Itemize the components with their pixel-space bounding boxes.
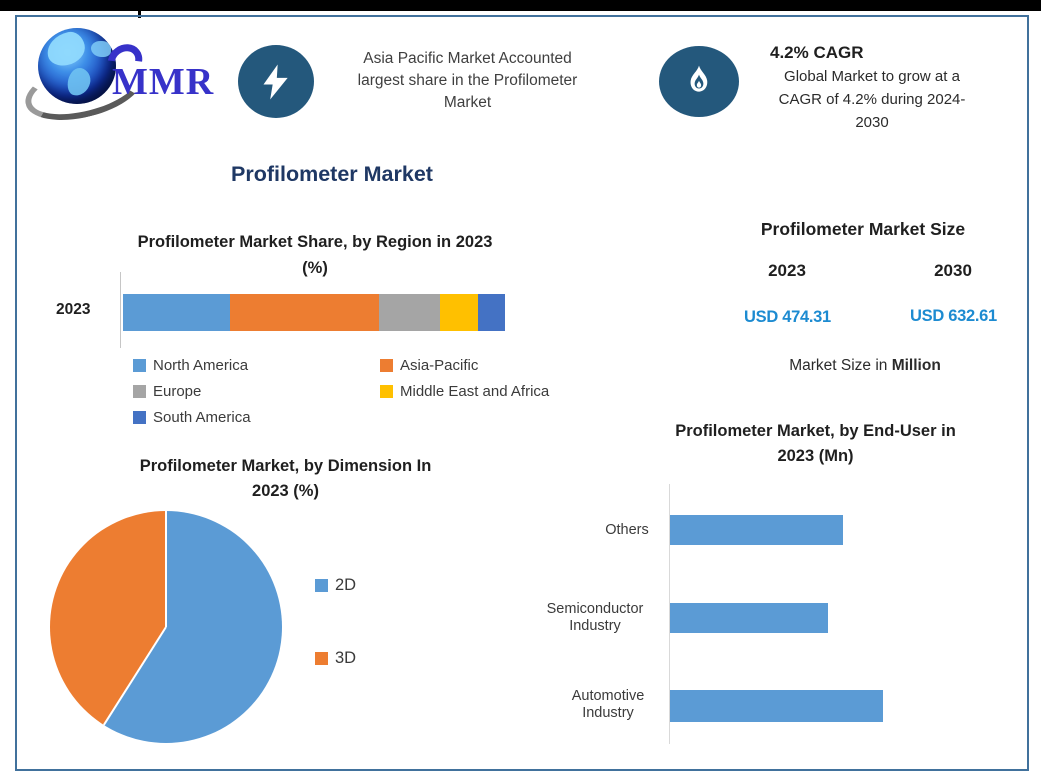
dimension-legend: 2D 3D (315, 576, 356, 668)
pie-divider (165, 511, 167, 627)
lightning-badge (238, 45, 314, 118)
legend-label: North America (153, 356, 249, 374)
enduser-chart-title-line2: 2023 (Mn) (777, 447, 854, 465)
legend-label: Middle East and Africa (400, 382, 550, 400)
market-size-year-2030: 2030 (934, 261, 972, 280)
market-size-note: Market Size in Million (730, 357, 1000, 375)
top-black-bar (0, 0, 1041, 11)
region-chart-category-label: 2023 (56, 301, 91, 318)
logo-text: MMR (112, 61, 215, 103)
legend-item: 2D (315, 576, 356, 595)
note-line: Global Market to grow at a (784, 68, 960, 85)
note-line: 2030 (855, 114, 889, 131)
asia-pacific-note: Asia Pacific Market Accounted largest sh… (320, 48, 615, 114)
legend-marker (133, 410, 146, 424)
enduser-bar (670, 603, 828, 633)
region-legend: North America Europe South America Asia-Pac… (133, 352, 549, 430)
enduser-chart-title-line1: Profilometer Market, by End-User in (675, 422, 956, 440)
globe-continent (64, 65, 94, 99)
legend-item: 3D (315, 649, 356, 668)
dimension-chart-title: Profilometer Market, by Dimension In 202… (88, 454, 483, 504)
enduser-bar (670, 515, 843, 545)
market-size-title: Profilometer Market Size (760, 219, 966, 239)
note-line: Market (443, 94, 492, 111)
cagr-note: Global Market to grow at a CAGR of 4.2% … (758, 65, 986, 134)
enduser-chart-title: Profilometer Market, by End-User in 2023… (628, 419, 1003, 469)
region-bar-segment (123, 294, 230, 331)
mmr-logo: MMR (19, 27, 225, 131)
note-line: CAGR of 4.2% during 2024- (778, 91, 966, 108)
region-bar-segment (378, 294, 441, 331)
dimension-pie (50, 511, 282, 743)
globe-icon (38, 28, 116, 104)
note-line: Asia Pacific Market Accounted (363, 50, 572, 67)
flame-badge (659, 46, 739, 117)
globe-continent (44, 29, 88, 69)
legend-marker (380, 384, 393, 398)
enduser-bar (670, 690, 883, 722)
region-chart-title-line2: (%) (302, 259, 328, 277)
content-frame-border (15, 15, 1029, 771)
region-chart-title: Profilometer Market Share, by Region in … (105, 229, 525, 281)
legend-label: Europe (153, 382, 202, 400)
market-size-note-unit: Million (891, 357, 941, 374)
enduser-category-label: Others (605, 522, 649, 538)
legend-label: Asia-Pacific (400, 356, 479, 374)
legend-marker (315, 652, 328, 665)
legend-item: South America (133, 404, 380, 430)
legend-item: Asia-Pacific (380, 352, 549, 378)
market-size-note-prefix: Market Size in (789, 357, 892, 374)
globe-continent (91, 41, 111, 57)
legend-label: 3D (335, 649, 357, 667)
pie-divider (102, 626, 167, 726)
page-title: Profilometer Market (231, 162, 433, 186)
region-chart-axis-line (120, 272, 121, 348)
legend-marker (133, 358, 146, 372)
legend-item: Europe (133, 378, 380, 404)
market-size-value-2030: USD 632.61 (910, 307, 997, 325)
enduser-category-label: Semiconductor Industry (546, 601, 644, 634)
market-size-value-2023: USD 474.31 (744, 308, 831, 326)
legend-item: Middle East and Africa (380, 378, 549, 404)
region-bar-segment (229, 294, 379, 331)
legend-item: North America (133, 352, 380, 378)
region-bar-segment (478, 294, 505, 331)
legend-label: 2D (335, 576, 357, 594)
legend-marker (315, 579, 328, 592)
cagr-headline: 4.2% CAGR (770, 43, 864, 62)
dimension-chart-title-line1: Profilometer Market, by Dimension In (139, 457, 432, 475)
note-line: largest share in the Profilometer (357, 72, 578, 89)
region-bar-segment (440, 294, 479, 331)
enduser-chart-axis-line (669, 484, 670, 744)
legend-marker (133, 384, 146, 398)
flame-icon (690, 65, 708, 92)
top-tick-mark (138, 2, 141, 18)
legend-label: South America (153, 408, 251, 426)
dimension-chart-title-line2: 2023 (%) (252, 482, 319, 500)
region-chart-title-line1: Profilometer Market Share, by Region in … (137, 233, 493, 251)
lightning-bolt-icon (263, 64, 288, 99)
market-size-year-2023: 2023 (768, 261, 806, 280)
legend-marker (380, 358, 393, 372)
enduser-category-label: Automotive Industry (571, 688, 645, 721)
region-stacked-bar (123, 294, 505, 331)
